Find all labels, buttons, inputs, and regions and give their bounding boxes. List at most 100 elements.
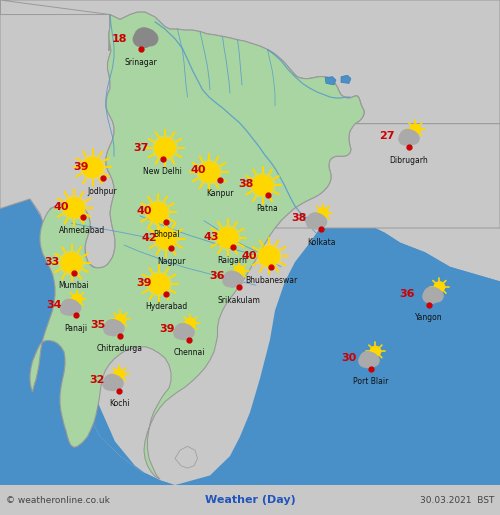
Circle shape <box>174 327 186 339</box>
Text: Weather (Day): Weather (Day) <box>204 495 296 505</box>
Text: 27: 27 <box>380 131 395 141</box>
Polygon shape <box>30 12 364 479</box>
Circle shape <box>363 357 374 368</box>
Circle shape <box>364 353 378 366</box>
Text: Panaji: Panaji <box>64 324 88 333</box>
Polygon shape <box>0 0 500 124</box>
Polygon shape <box>268 49 500 228</box>
Circle shape <box>370 346 380 356</box>
Text: 35: 35 <box>91 320 106 330</box>
Text: Mumbai: Mumbai <box>58 281 90 290</box>
Text: Jodhpur: Jodhpur <box>88 187 118 196</box>
Circle shape <box>314 216 326 228</box>
Circle shape <box>112 322 124 334</box>
Text: 34: 34 <box>46 300 62 310</box>
Text: Raigarh: Raigarh <box>218 256 248 265</box>
Text: 39: 39 <box>73 162 88 172</box>
Circle shape <box>367 355 379 366</box>
Text: 40: 40 <box>53 201 68 212</box>
Text: Srikakulam: Srikakulam <box>218 296 260 305</box>
Circle shape <box>403 135 414 146</box>
Text: 39: 39 <box>136 278 152 288</box>
Circle shape <box>134 28 153 46</box>
Text: Kochi: Kochi <box>109 399 129 408</box>
Circle shape <box>318 208 328 218</box>
Circle shape <box>310 218 322 229</box>
Circle shape <box>407 132 419 144</box>
Polygon shape <box>175 447 198 468</box>
Text: 38: 38 <box>238 179 254 189</box>
Text: 30.03.2021  BST: 30.03.2021 BST <box>420 495 494 505</box>
Circle shape <box>197 160 221 184</box>
Circle shape <box>359 355 372 367</box>
Text: New Delhi: New Delhi <box>143 167 182 176</box>
Circle shape <box>434 282 444 292</box>
Circle shape <box>306 216 319 228</box>
Circle shape <box>308 213 323 228</box>
Circle shape <box>138 35 151 47</box>
Text: 39: 39 <box>160 324 175 334</box>
Circle shape <box>179 324 192 338</box>
Text: 40: 40 <box>242 251 257 261</box>
Circle shape <box>182 327 194 338</box>
Circle shape <box>423 290 436 302</box>
Circle shape <box>224 271 240 286</box>
Text: 30: 30 <box>342 353 357 363</box>
Circle shape <box>147 202 168 222</box>
Circle shape <box>198 162 220 182</box>
Text: Chennai: Chennai <box>174 348 205 357</box>
Circle shape <box>252 175 273 196</box>
Circle shape <box>428 288 442 301</box>
Circle shape <box>178 329 189 339</box>
Circle shape <box>64 304 76 315</box>
Polygon shape <box>50 209 500 485</box>
Circle shape <box>72 294 82 304</box>
Text: 40: 40 <box>190 165 206 175</box>
Circle shape <box>146 201 170 225</box>
Text: 37: 37 <box>133 143 148 153</box>
Circle shape <box>360 352 376 367</box>
Circle shape <box>62 196 86 219</box>
Circle shape <box>227 277 238 287</box>
Circle shape <box>104 323 117 335</box>
Text: Bhopal: Bhopal <box>153 230 179 239</box>
Polygon shape <box>0 0 115 268</box>
Polygon shape <box>341 75 351 83</box>
Text: 40: 40 <box>136 206 152 216</box>
Polygon shape <box>0 199 175 485</box>
Circle shape <box>147 272 171 296</box>
Text: Yangon: Yangon <box>415 314 443 322</box>
Circle shape <box>228 272 241 285</box>
Text: Ahmedabad: Ahmedabad <box>60 226 106 235</box>
Circle shape <box>156 229 176 249</box>
Text: Chitradurga: Chitradurga <box>97 345 143 353</box>
Polygon shape <box>175 218 500 485</box>
Circle shape <box>61 253 82 273</box>
Circle shape <box>109 321 122 334</box>
Circle shape <box>108 325 119 336</box>
Circle shape <box>60 303 73 315</box>
Circle shape <box>234 266 244 276</box>
Text: Patna: Patna <box>256 204 278 213</box>
Circle shape <box>404 130 417 144</box>
Polygon shape <box>325 77 336 85</box>
Text: © weatheronline.co.uk: © weatheronline.co.uk <box>6 495 110 505</box>
Circle shape <box>154 227 178 251</box>
Circle shape <box>68 302 80 314</box>
Circle shape <box>399 133 411 145</box>
Text: Srinagar: Srinagar <box>124 58 158 67</box>
Circle shape <box>312 214 325 227</box>
Circle shape <box>104 374 120 389</box>
Circle shape <box>80 156 104 179</box>
Text: 18: 18 <box>112 33 127 44</box>
Circle shape <box>115 314 126 324</box>
Circle shape <box>114 369 124 379</box>
Circle shape <box>140 29 156 45</box>
Text: 43: 43 <box>203 232 218 242</box>
Circle shape <box>427 293 438 303</box>
Circle shape <box>217 228 238 248</box>
Circle shape <box>424 287 440 302</box>
Circle shape <box>108 375 122 389</box>
Circle shape <box>60 251 84 275</box>
Circle shape <box>103 378 116 390</box>
